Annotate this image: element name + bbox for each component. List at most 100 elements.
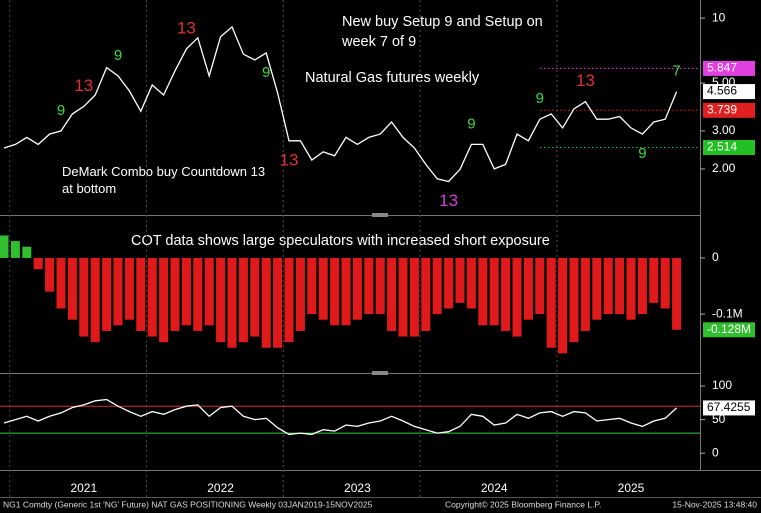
annotation: Natural Gas futures weekly xyxy=(305,70,480,86)
bar xyxy=(204,257,214,326)
bar xyxy=(341,257,351,326)
series-line xyxy=(3,25,678,183)
bar xyxy=(352,257,362,320)
footer-right: 15-Nov-2025 13:48:40 xyxy=(672,499,757,509)
bar xyxy=(660,257,670,309)
td-mark: 7 xyxy=(672,63,680,80)
value-label: 2.514 xyxy=(707,140,737,154)
y-tick-label: -0.1M xyxy=(712,306,743,320)
footer-left: NG1 Comdty (Generic 1st 'NG' Future) NAT… xyxy=(3,499,373,509)
bar xyxy=(284,257,294,343)
td-mark: 13 xyxy=(74,76,93,95)
x-tick-label: 2022 xyxy=(207,481,234,495)
bar xyxy=(603,257,613,315)
bar xyxy=(10,241,20,258)
bar xyxy=(398,257,408,337)
td-mark: 13 xyxy=(177,18,196,37)
bar xyxy=(523,257,533,320)
y-tick-label: 3.00 xyxy=(712,123,736,137)
bar xyxy=(364,257,374,315)
value-box xyxy=(703,140,755,156)
bar xyxy=(330,257,340,326)
bar xyxy=(45,257,55,292)
td-mark: 9 xyxy=(114,47,122,64)
bar xyxy=(512,257,522,337)
bar xyxy=(672,257,682,330)
footer-middle: Copyright© 2025 Bloomberg Finance L.P. xyxy=(445,499,601,509)
bar xyxy=(409,257,419,337)
bar xyxy=(432,257,442,315)
bar xyxy=(546,257,556,348)
bar xyxy=(307,257,317,315)
bar xyxy=(592,257,602,320)
bar xyxy=(147,257,157,337)
bar xyxy=(466,257,476,309)
bar xyxy=(318,257,328,320)
value-label: -0.128M xyxy=(707,322,751,336)
bar xyxy=(615,257,625,315)
bar xyxy=(56,257,66,309)
value-box xyxy=(703,60,755,76)
value-label: 5.847 xyxy=(707,61,737,75)
bar xyxy=(216,257,226,343)
bar xyxy=(22,246,32,258)
panel-handle xyxy=(372,213,388,217)
bar xyxy=(444,257,454,309)
bar xyxy=(227,257,237,348)
annotation: COT data shows large speculators with in… xyxy=(131,233,550,249)
bar xyxy=(79,257,89,337)
bar xyxy=(102,257,112,331)
value-box xyxy=(703,84,755,100)
value-label: 67.4255 xyxy=(707,400,751,414)
bar xyxy=(90,257,100,343)
bar xyxy=(637,257,647,315)
value-box xyxy=(703,322,755,338)
bar xyxy=(238,257,248,343)
value-box xyxy=(703,400,755,416)
td-mark: 13 xyxy=(439,191,458,210)
value-box xyxy=(703,102,755,118)
bar xyxy=(181,257,191,326)
bar xyxy=(489,257,499,326)
td-mark: 13 xyxy=(576,71,595,90)
x-tick-label: 2024 xyxy=(481,481,508,495)
y-tick-label: 100 xyxy=(712,378,732,392)
y-tick-label: 2.00 xyxy=(712,161,736,175)
x-tick-label: 2021 xyxy=(70,481,97,495)
bar xyxy=(295,257,305,331)
bar xyxy=(124,257,134,320)
td-mark: 9 xyxy=(467,115,475,132)
value-label: 4.566 xyxy=(707,84,737,98)
bar xyxy=(569,257,579,343)
y-tick-label: 0 xyxy=(712,250,719,264)
td-mark: 9 xyxy=(638,145,646,162)
bar xyxy=(273,257,283,348)
bar xyxy=(626,257,636,320)
bar xyxy=(159,257,169,343)
bar xyxy=(136,257,146,331)
bar xyxy=(0,235,9,258)
annotation: New buy Setup 9 and Setup on week 7 of 9 xyxy=(341,14,543,50)
bar xyxy=(421,257,431,331)
td-mark: 9 xyxy=(536,90,544,107)
series-line xyxy=(3,398,678,436)
y-tick-label: 0 xyxy=(712,445,719,459)
td-mark: 9 xyxy=(57,102,65,119)
bar xyxy=(558,257,568,354)
x-tick-label: 2025 xyxy=(618,481,645,495)
value-label: 3.739 xyxy=(707,102,737,116)
bar xyxy=(170,257,180,331)
x-tick-label: 2023 xyxy=(344,481,371,495)
bar xyxy=(478,257,488,326)
bar xyxy=(501,257,511,331)
bar xyxy=(113,257,123,326)
td-mark: 9 xyxy=(262,64,270,81)
bar xyxy=(261,257,271,348)
bar xyxy=(375,257,385,315)
bar xyxy=(455,257,465,303)
bar xyxy=(387,257,397,331)
td-mark: 13 xyxy=(280,150,299,169)
